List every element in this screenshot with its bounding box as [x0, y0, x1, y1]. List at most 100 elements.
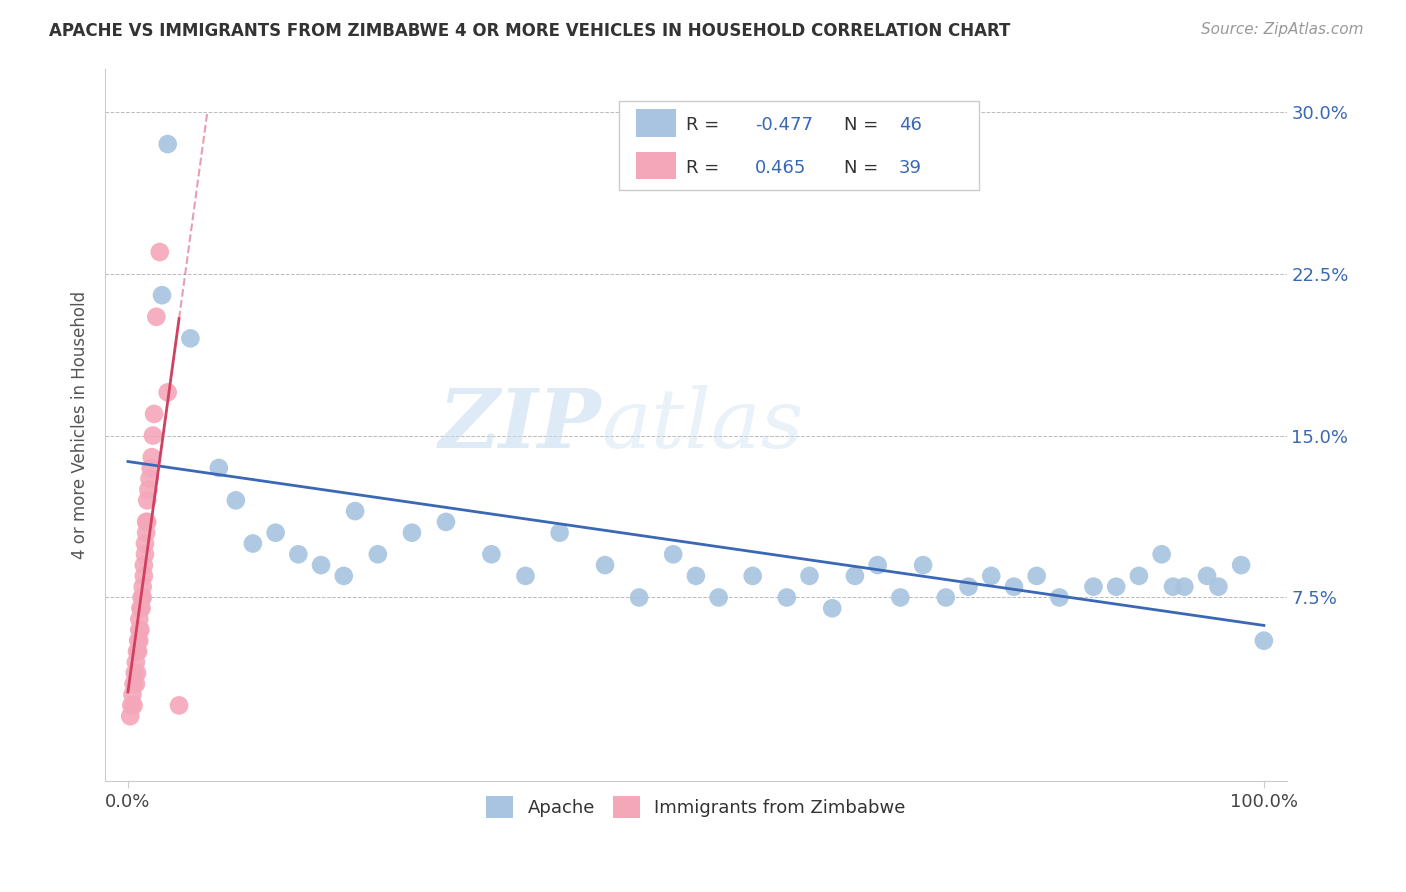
Point	[344, 504, 367, 518]
Point	[139, 461, 162, 475]
Text: APACHE VS IMMIGRANTS FROM ZIMBABWE 4 OR MORE VEHICLES IN HOUSEHOLD CORRELATION C: APACHE VS IMMIGRANTS FROM ZIMBABWE 4 OR …	[49, 22, 1011, 40]
Point	[741, 569, 763, 583]
Point	[179, 331, 201, 345]
Text: -0.477: -0.477	[755, 116, 813, 134]
Text: 46: 46	[898, 116, 922, 134]
Point	[122, 698, 145, 713]
Point	[1047, 591, 1070, 605]
Point	[131, 591, 153, 605]
Point	[548, 525, 571, 540]
Point	[367, 547, 389, 561]
Point	[593, 558, 616, 573]
Legend: Apache, Immigrants from Zimbabwe: Apache, Immigrants from Zimbabwe	[479, 789, 912, 825]
Text: Source: ZipAtlas.com: Source: ZipAtlas.com	[1201, 22, 1364, 37]
FancyBboxPatch shape	[636, 109, 676, 136]
Point	[707, 591, 730, 605]
Text: 0.465: 0.465	[755, 159, 807, 177]
Point	[515, 569, 537, 583]
Point	[121, 688, 143, 702]
Point	[122, 677, 145, 691]
Point	[957, 580, 980, 594]
Point	[131, 591, 153, 605]
Point	[167, 698, 190, 713]
Point	[128, 633, 150, 648]
Point	[136, 493, 159, 508]
Point	[135, 525, 157, 540]
Point	[1161, 580, 1184, 594]
Point	[132, 558, 155, 573]
Point	[866, 558, 889, 573]
Point	[799, 569, 821, 583]
Point	[1253, 633, 1275, 648]
Point	[287, 547, 309, 561]
FancyBboxPatch shape	[619, 101, 980, 190]
Point	[125, 644, 148, 658]
Point	[242, 536, 264, 550]
Point	[129, 601, 152, 615]
Point	[628, 591, 651, 605]
Point	[980, 569, 1002, 583]
Point	[138, 472, 160, 486]
Point	[120, 709, 142, 723]
Point	[127, 633, 149, 648]
Point	[1128, 569, 1150, 583]
Point	[143, 407, 166, 421]
Y-axis label: 4 or more Vehicles in Household: 4 or more Vehicles in Household	[72, 291, 89, 558]
Point	[135, 515, 157, 529]
Text: 39: 39	[898, 159, 922, 177]
Point	[134, 547, 156, 561]
Point	[401, 525, 423, 540]
Point	[481, 547, 503, 561]
Point	[120, 698, 142, 713]
Point	[912, 558, 935, 573]
Point	[141, 450, 163, 464]
Point	[156, 137, 179, 152]
Point	[776, 591, 799, 605]
Point	[149, 245, 172, 260]
Point	[125, 677, 148, 691]
Point	[889, 591, 911, 605]
Point	[127, 644, 149, 658]
Point	[1025, 569, 1047, 583]
Point	[131, 601, 153, 615]
Point	[136, 515, 159, 529]
Point	[134, 536, 156, 550]
Point	[131, 580, 153, 594]
Point	[434, 515, 457, 529]
Point	[264, 525, 287, 540]
Point	[124, 666, 146, 681]
Point	[128, 623, 150, 637]
Point	[844, 569, 866, 583]
Point	[821, 601, 844, 615]
Point	[1150, 547, 1173, 561]
Point	[142, 428, 165, 442]
Point	[935, 591, 957, 605]
Point	[208, 461, 231, 475]
Text: R =: R =	[686, 159, 720, 177]
Point	[125, 655, 148, 669]
Point	[150, 288, 173, 302]
Point	[662, 547, 685, 561]
Point	[138, 483, 160, 497]
Point	[156, 385, 179, 400]
Point	[309, 558, 332, 573]
Point	[1105, 580, 1128, 594]
Text: N =: N =	[844, 159, 877, 177]
Point	[129, 623, 152, 637]
Point	[332, 569, 354, 583]
Point	[1197, 569, 1219, 583]
Point	[1002, 580, 1025, 594]
Point	[1208, 580, 1230, 594]
Point	[125, 666, 148, 681]
Point	[132, 569, 155, 583]
Text: R =: R =	[686, 116, 720, 134]
Point	[1230, 558, 1253, 573]
FancyBboxPatch shape	[636, 152, 676, 179]
Text: N =: N =	[844, 116, 877, 134]
Point	[128, 612, 150, 626]
Text: ZIP: ZIP	[439, 384, 602, 465]
Point	[685, 569, 707, 583]
Point	[225, 493, 247, 508]
Text: atlas: atlas	[602, 384, 804, 465]
Point	[1083, 580, 1105, 594]
